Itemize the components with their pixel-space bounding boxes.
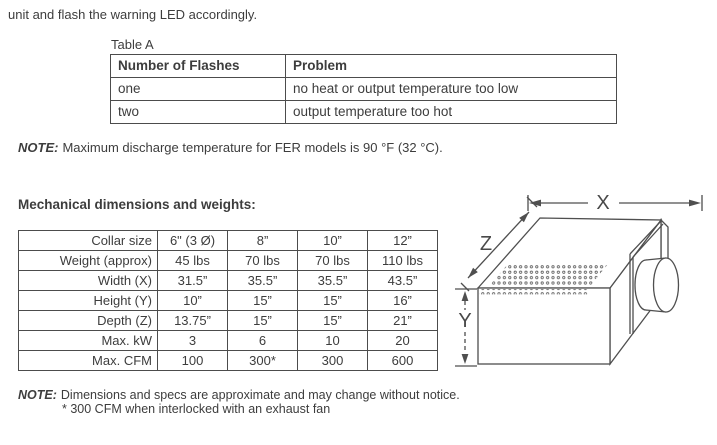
cfm-footnote: * 300 CFM when interlocked with an exhau… xyxy=(62,402,331,416)
spec-cell: 8” xyxy=(227,230,298,251)
table-row-depth: Depth (Z) 13.75” 15” 15” 21” xyxy=(18,310,438,331)
table-a-header-row: Number of Flashes Problem xyxy=(110,54,617,78)
note-label: NOTE: xyxy=(18,140,59,155)
row-label: Max. kW xyxy=(18,330,158,351)
end-plate-lines xyxy=(629,220,664,334)
table-row-height: Height (Y) 10” 15” 15” 16” xyxy=(18,290,438,311)
spec-cell: 110 lbs xyxy=(367,250,438,271)
dim-y-ticks xyxy=(455,288,477,367)
table-row: two output temperature too hot xyxy=(110,100,617,124)
table-row-max-kw: Max. kW 3 6 10 20 xyxy=(18,330,438,351)
row-label: Depth (Z) xyxy=(18,310,158,331)
spec-cell: 13.75” xyxy=(157,310,228,331)
table-row-weight: Weight (approx) 45 lbs 70 lbs 70 lbs 110… xyxy=(18,250,438,271)
spec-cell: 10” xyxy=(157,290,228,311)
table-row-collar-size: Collar size 6" (3 Ø) 8” 10” 12” xyxy=(18,230,438,251)
spec-cell: 43.5” xyxy=(367,270,438,291)
spec-cell: 100 xyxy=(157,350,228,371)
spec-table: Collar size 6" (3 Ø) 8” 10” 12” Weight (… xyxy=(18,230,438,371)
row-label: Height (Y) xyxy=(18,290,158,311)
table-a-header-problem: Problem xyxy=(285,54,617,78)
spec-cell: 600 xyxy=(367,350,438,371)
collar-front-rim xyxy=(652,257,680,313)
spec-cell: 31.5” xyxy=(157,270,228,291)
spec-cell: 10” xyxy=(297,230,368,251)
row-label: Width (X) xyxy=(18,270,158,291)
spec-cell: 300 xyxy=(297,350,368,371)
table-a-cell: output temperature too hot xyxy=(285,100,617,124)
spec-cell: 10 xyxy=(297,330,368,351)
spec-cell: 15” xyxy=(227,290,298,311)
spec-cell: 15” xyxy=(297,310,368,331)
note-text: Dimensions and specs are approximate and… xyxy=(60,388,460,402)
spec-cell: 300* xyxy=(227,350,298,371)
table-a-cell: no heat or output temperature too low xyxy=(285,77,617,101)
table-row-max-cfm: Max. CFM 100 300* 300 600 xyxy=(18,350,438,371)
row-label: Collar size xyxy=(18,230,158,251)
table-a-cell: two xyxy=(110,100,286,124)
unit-box-drawing xyxy=(455,195,703,367)
spec-cell: 21” xyxy=(367,310,438,331)
spec-cell: 3 xyxy=(157,330,228,351)
table-a: Number of Flashes Problem one no heat or… xyxy=(110,54,617,124)
table-row: one no heat or output temperature too lo… xyxy=(110,77,617,101)
box-front-face xyxy=(477,287,611,365)
table-a-caption: Table A xyxy=(111,37,154,52)
intro-text: unit and flash the warning LED according… xyxy=(8,7,258,22)
unit-isometric-diagram: X Z Y xyxy=(455,192,703,367)
table-a-header-flashes: Number of Flashes xyxy=(110,54,286,78)
perforation-band xyxy=(490,264,608,285)
spec-cell: 35.5” xyxy=(297,270,368,291)
spec-cell: 20 xyxy=(367,330,438,351)
dim-label-z: Z xyxy=(480,233,492,255)
spec-cell: 15” xyxy=(227,310,298,331)
spec-cell: 12” xyxy=(367,230,438,251)
perforation-front-row xyxy=(479,289,588,295)
note-discharge: NOTE: Maximum discharge temperature for F… xyxy=(18,140,443,155)
dim-label-y: Y xyxy=(458,310,471,332)
table-row-width: Width (X) 31.5” 35.5” 35.5” 43.5” xyxy=(18,270,438,291)
dim-y-arrow-up xyxy=(461,291,469,301)
spec-cell: 16” xyxy=(367,290,438,311)
dim-y-arrow-down xyxy=(461,354,469,364)
spec-cell: 6" (3 Ø) xyxy=(157,230,228,251)
spec-cell: 15” xyxy=(297,290,368,311)
dim-z-arrow-top xyxy=(519,212,529,223)
dim-x-arrow-left xyxy=(529,199,541,207)
dim-z-line xyxy=(467,211,530,279)
table-a-cell: one xyxy=(110,77,286,101)
dim-label-x: X xyxy=(596,192,609,214)
dim-z-arrow-bottom xyxy=(468,267,478,278)
dim-z-ticks xyxy=(460,196,538,292)
row-label: Max. CFM xyxy=(18,350,158,371)
note-label: NOTE: xyxy=(18,388,57,402)
section-title: Mechanical dimensions and weights: xyxy=(18,197,256,212)
spec-cell: 70 lbs xyxy=(297,250,368,271)
spec-cell: 6 xyxy=(227,330,298,351)
row-label: Weight (approx) xyxy=(18,250,158,271)
spec-cell: 35.5” xyxy=(227,270,298,291)
note-text: Maximum discharge temperature for FER mo… xyxy=(62,140,443,155)
note-specs: NOTE: Dimensions and specs are approximat… xyxy=(18,388,460,402)
dim-x-arrow-right xyxy=(689,199,701,207)
spec-cell: 45 lbs xyxy=(157,250,228,271)
spec-cell: 70 lbs xyxy=(227,250,298,271)
